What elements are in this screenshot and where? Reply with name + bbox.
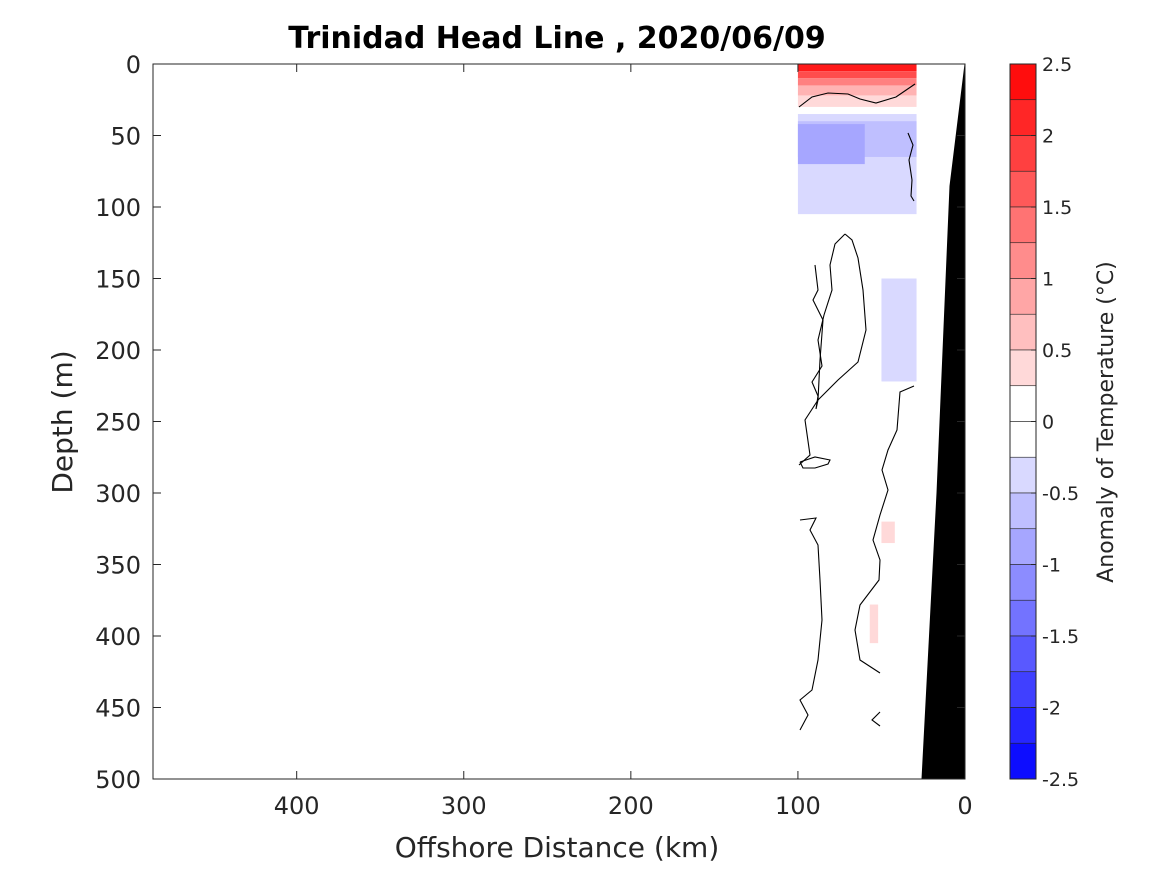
colorbar-bin — [1009, 99, 1037, 136]
colorbar-tick-label: -0.5 — [1042, 483, 1079, 505]
zero-contour-line — [798, 264, 824, 466]
zero-contour-line — [799, 456, 831, 469]
colorbar-tick-label: 0.5 — [1042, 340, 1072, 362]
colorbar-bin — [1009, 635, 1037, 673]
zero-contour-line — [799, 517, 823, 731]
colorbar-bin — [1009, 599, 1037, 637]
colorbar-bin — [1009, 421, 1037, 458]
x-axis-label: Offshore Distance (km) — [395, 831, 720, 864]
colorbar-tick-label: 2 — [1042, 126, 1054, 148]
colorbar-bin — [1009, 313, 1037, 351]
anomaly-cell — [797, 78, 917, 86]
colorbar-tick-label: -1 — [1042, 555, 1061, 577]
colorbar-bin — [1009, 242, 1037, 279]
colorbar-tick-label: -2.5 — [1042, 769, 1079, 791]
anomaly-cell — [797, 85, 917, 96]
colorbar-bin — [1009, 349, 1037, 387]
anomaly-cell — [881, 278, 917, 382]
colorbar-bin — [1009, 278, 1037, 315]
x-tick-label: 400 — [274, 792, 320, 820]
colorbar-tick-label: 0 — [1042, 412, 1054, 434]
colorbar: 2.5 2 1.5 1 0.5 0 -0.5 -1 -1.5 -2 -2.5 — [1009, 54, 1079, 791]
y-axis: 0 50 100 150 200 250 300 350 400 450 500 — [95, 51, 965, 794]
y-tick-label: 200 — [95, 337, 141, 365]
colorbar-bin — [1009, 63, 1037, 101]
y-tick-label: 350 — [95, 552, 141, 580]
colorbar-bin — [1009, 742, 1037, 780]
colorbar-bin — [1009, 206, 1037, 244]
y-axis-label: Depth (m) — [46, 350, 79, 493]
colorbar-bin — [1009, 492, 1037, 530]
colorbar-bin — [1009, 456, 1037, 494]
y-tick-label: 150 — [95, 266, 141, 294]
colorbar-bin — [1009, 671, 1037, 708]
zero-contour-line — [798, 83, 916, 108]
colorbar-tick-label: -2 — [1042, 698, 1061, 720]
y-tick-label: 250 — [95, 409, 141, 437]
x-tick-label: 100 — [775, 792, 821, 820]
colorbar-label: Anomaly of Temperature (°C) — [1094, 261, 1119, 583]
chart-title: Trinidad Head Line , 2020/06/09 — [288, 21, 825, 56]
plot-area — [152, 63, 966, 780]
anomaly-cell — [797, 124, 865, 165]
y-tick-label: 300 — [95, 480, 141, 508]
zero-contour-line — [871, 711, 881, 727]
colorbar-tick-label: -1.5 — [1042, 626, 1079, 648]
anomaly-field-layer — [797, 64, 917, 644]
y-tick-label: 500 — [95, 766, 141, 794]
colorbar-bin — [1009, 170, 1037, 208]
anomaly-cell — [881, 521, 895, 544]
colorbar-tick-label: 1 — [1042, 269, 1054, 291]
x-tick-label: 0 — [957, 792, 972, 820]
colorbar-bin — [1009, 135, 1037, 172]
x-tick-label: 300 — [441, 792, 487, 820]
anomaly-cell — [797, 64, 917, 72]
colorbar-bin — [1009, 385, 1037, 422]
y-tick-label: 100 — [95, 194, 141, 222]
y-tick-label: 400 — [95, 623, 141, 651]
colorbar-bin — [1009, 707, 1037, 744]
colorbar-bin — [1009, 528, 1037, 565]
colorbar-tick-label: 1.5 — [1042, 197, 1072, 219]
zero-contour-layer — [798, 83, 916, 731]
x-axis: 400 300 200 100 0 — [274, 64, 973, 820]
colorbar-tick-label: 2.5 — [1042, 54, 1072, 76]
anomaly-cell — [797, 71, 917, 79]
y-tick-label: 450 — [95, 695, 141, 723]
zero-contour-line — [854, 385, 915, 674]
y-tick-label: 0 — [126, 51, 141, 79]
anomaly-cell — [869, 604, 879, 644]
zero-contour-line — [907, 132, 915, 202]
x-tick-label: 200 — [608, 792, 654, 820]
colorbar-bin — [1009, 564, 1037, 601]
y-tick-label: 50 — [110, 123, 141, 151]
anomaly-cell — [797, 95, 917, 107]
